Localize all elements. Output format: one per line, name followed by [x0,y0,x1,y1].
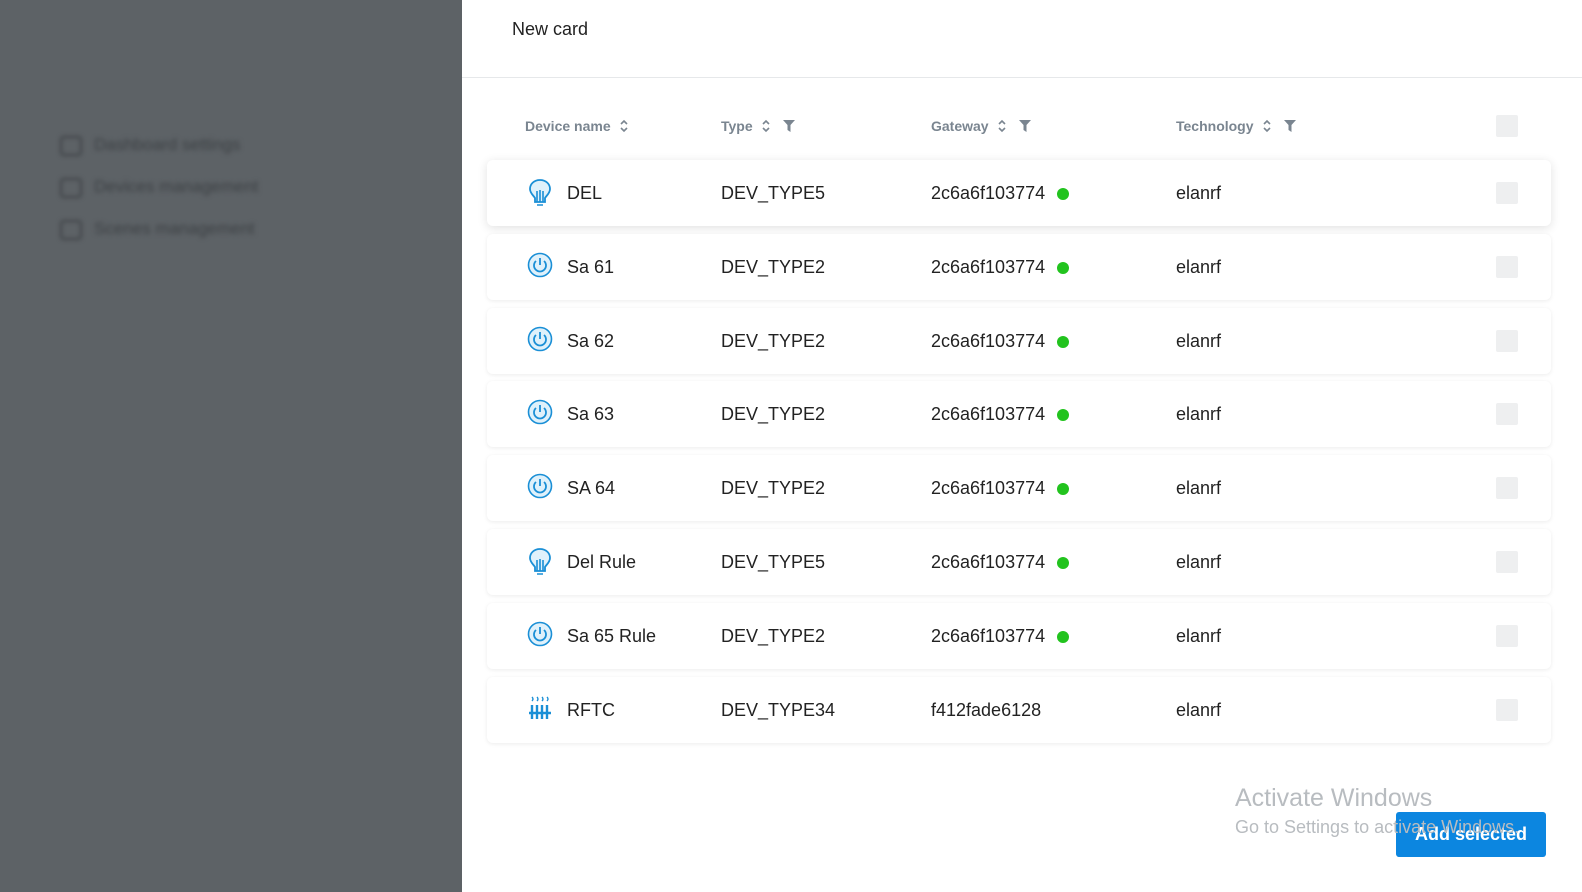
table-row[interactable]: Sa 63 DEV_TYPE2 2c6a6f103774 elanrf [487,381,1551,448]
technology: elanrf [1176,625,1222,646]
gateway: f412fade6128 [931,699,1042,720]
device-name: Sa 65 Rule [567,625,657,646]
device-name: Sa 61 [567,256,615,277]
table-row[interactable]: RFTC DEV_TYPE34 f412fade6128 elanrf [487,676,1551,743]
title: New card [512,19,589,39]
table-row[interactable]: DEL DEV_TYPE5 2c6a6f103774 elanrf [487,160,1551,226]
header: New card [462,0,1582,78]
device-name: DEL [567,183,603,203]
table-row[interactable]: Sa 65 Rule DEV_TYPE2 2c6a6f103774 elanrf [487,602,1551,669]
status-dot [1057,188,1069,200]
filter-icon[interactable] [1018,120,1031,132]
device-name: SA 64 [567,478,616,499]
device-type: DEV_TYPE2 [721,478,826,499]
sort-icon[interactable] [1262,119,1272,133]
technology: elanrf [1176,552,1222,572]
row-checkbox[interactable] [1496,403,1518,426]
technology: elanrf [1176,478,1222,499]
gateway: 2c6a6f103774 [931,183,1046,203]
device-type: DEV_TYPE2 [721,404,826,425]
filter-icon[interactable] [782,120,795,132]
device-type: DEV_TYPE2 [721,330,826,351]
device-type: DEV_TYPE5 [721,552,826,572]
filter-icon[interactable] [1283,120,1296,132]
table-row[interactable]: Del Rule DEV_TYPE5 2c6a6f103774 elanrf [487,529,1551,595]
sidebar-icon [60,136,82,156]
device-icon [527,178,553,213]
gateway: 2c6a6f103774 [931,330,1046,351]
sidebar-item[interactable]: Scenes management [94,219,255,238]
device-name: Sa 63 [567,404,615,425]
technology: elanrf [1176,330,1222,351]
row-checkbox[interactable] [1496,182,1518,204]
column-label: Type [721,118,753,134]
device-name: Sa 62 [567,330,615,351]
row-checkbox[interactable] [1496,477,1518,500]
device-icon [527,695,553,728]
row-checkbox[interactable] [1496,551,1518,573]
sidebar-item[interactable]: Devices management [94,177,259,196]
device-name: RFTC [567,699,615,720]
device-icon [527,621,553,652]
device-icon [527,252,553,283]
status-dot [1057,409,1069,422]
column-label: Gateway [931,118,989,134]
column-header[interactable]: Technology [1176,118,1296,134]
column-label: Device name [525,118,611,134]
row-checkbox[interactable] [1496,624,1518,647]
technology: elanrf [1176,699,1222,720]
column-header[interactable]: Device name [525,118,629,134]
table-row[interactable]: SA 64 DEV_TYPE2 2c6a6f103774 elanrf [487,455,1551,522]
gateway: 2c6a6f103774 [931,256,1046,277]
sidebar-icon [60,178,82,198]
device-type: DEV_TYPE2 [721,256,826,277]
sort-icon[interactable] [761,119,771,133]
device-icon [527,473,553,504]
main-panel: New card DEL DEV_TYPE5 2c6a6f103774 elanrf S… [462,0,1582,892]
status-dot [1057,335,1069,348]
sort-icon[interactable] [619,119,629,133]
technology: elanrf [1176,256,1222,277]
device-type: DEV_TYPE5 [721,183,826,203]
row-checkbox[interactable] [1496,698,1518,721]
row-checkbox[interactable] [1496,255,1518,278]
column-header[interactable]: Type [721,118,795,134]
gateway: 2c6a6f103774 [931,478,1046,499]
table-row[interactable]: Sa 62 DEV_TYPE2 2c6a6f103774 elanrf [487,307,1551,374]
device-name: Del Rule [567,552,637,572]
sidebar-icon [60,220,82,240]
column-label: Technology [1176,118,1254,134]
sort-icon[interactable] [997,119,1007,133]
gateway: 2c6a6f103774 [931,625,1046,646]
sidebar: Dashboard settings Devices management Sc… [0,0,462,892]
technology: elanrf [1176,404,1222,425]
device-icon [527,547,553,582]
add-selected-button[interactable]: Add selected [1396,812,1546,857]
column-header[interactable]: Gateway [931,118,1031,134]
status-dot [1057,557,1069,569]
gateway: 2c6a6f103774 [931,552,1046,572]
gateway: 2c6a6f103774 [931,404,1046,425]
select-all-checkbox[interactable] [1496,115,1518,137]
device-icon [527,326,553,357]
device-type: DEV_TYPE34 [721,699,836,720]
sidebar-item[interactable]: Dashboard settings [94,135,241,154]
device-type: DEV_TYPE2 [721,625,826,646]
status-dot [1057,483,1069,496]
technology: elanrf [1176,183,1222,203]
status-dot [1057,261,1069,274]
status-dot [1057,630,1069,643]
row-checkbox[interactable] [1496,329,1518,352]
table-row[interactable]: Sa 61 DEV_TYPE2 2c6a6f103774 elanrf [487,233,1551,300]
device-icon [527,399,553,430]
